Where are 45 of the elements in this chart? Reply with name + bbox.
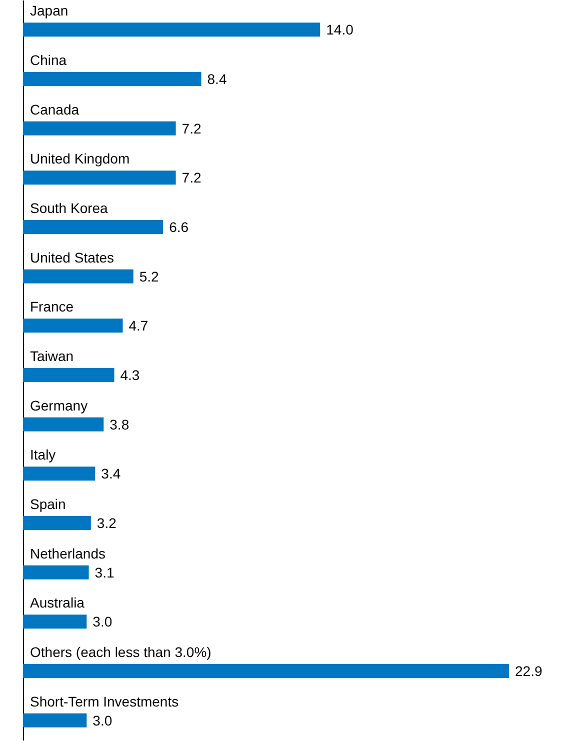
bar [23,466,96,481]
data-label: 4.3 [120,367,140,383]
y-tick-label: United States [30,249,114,266]
bar [23,22,320,37]
data-label: 3.1 [94,564,114,580]
data-label: 3.0 [92,614,112,630]
bar [23,220,164,234]
y-tick-label: France [30,298,74,315]
y-tick-label: Spain [30,496,66,512]
y-tick-label: Germany [30,397,88,414]
data-label: 22.9 [515,663,542,679]
y-tick-label: Australia [30,594,85,611]
y-tick-label: Italy [30,446,56,463]
data-label: 6.6 [169,219,189,235]
data-label: 7.2 [182,120,202,136]
bar [23,318,123,333]
y-tick-label: Others (each less than 3.0%) [30,644,212,660]
bar [23,368,114,382]
bar [23,516,91,530]
y-tick-label: Netherlands [30,545,106,562]
data-label: 3.4 [101,466,121,482]
y-tick-label: Japan [30,2,68,19]
bar [23,269,134,284]
data-label: 3.8 [110,416,130,432]
bar [23,713,87,728]
data-label: 3.2 [96,515,117,531]
y-tick-label: United Kingdom [30,150,130,167]
bar [23,614,87,629]
bar [23,565,89,580]
bar [23,72,202,86]
bar [23,417,104,432]
bar [23,121,176,136]
data-label: 7.2 [182,170,202,186]
bar [23,664,509,678]
y-tick-label: Short-Term Investments [30,693,179,710]
data-label: 8.4 [207,71,227,87]
data-label: 5.2 [139,268,160,284]
data-label: 4.7 [128,318,148,334]
y-tick-label: South Korea [30,200,108,216]
y-tick-label: Canada [30,101,80,118]
bar [23,170,176,185]
data-label: 3.0 [92,712,112,728]
y-tick-label: China [30,52,67,68]
data-label: 14.0 [326,22,354,38]
y-tick-label: Taiwan [30,348,74,364]
